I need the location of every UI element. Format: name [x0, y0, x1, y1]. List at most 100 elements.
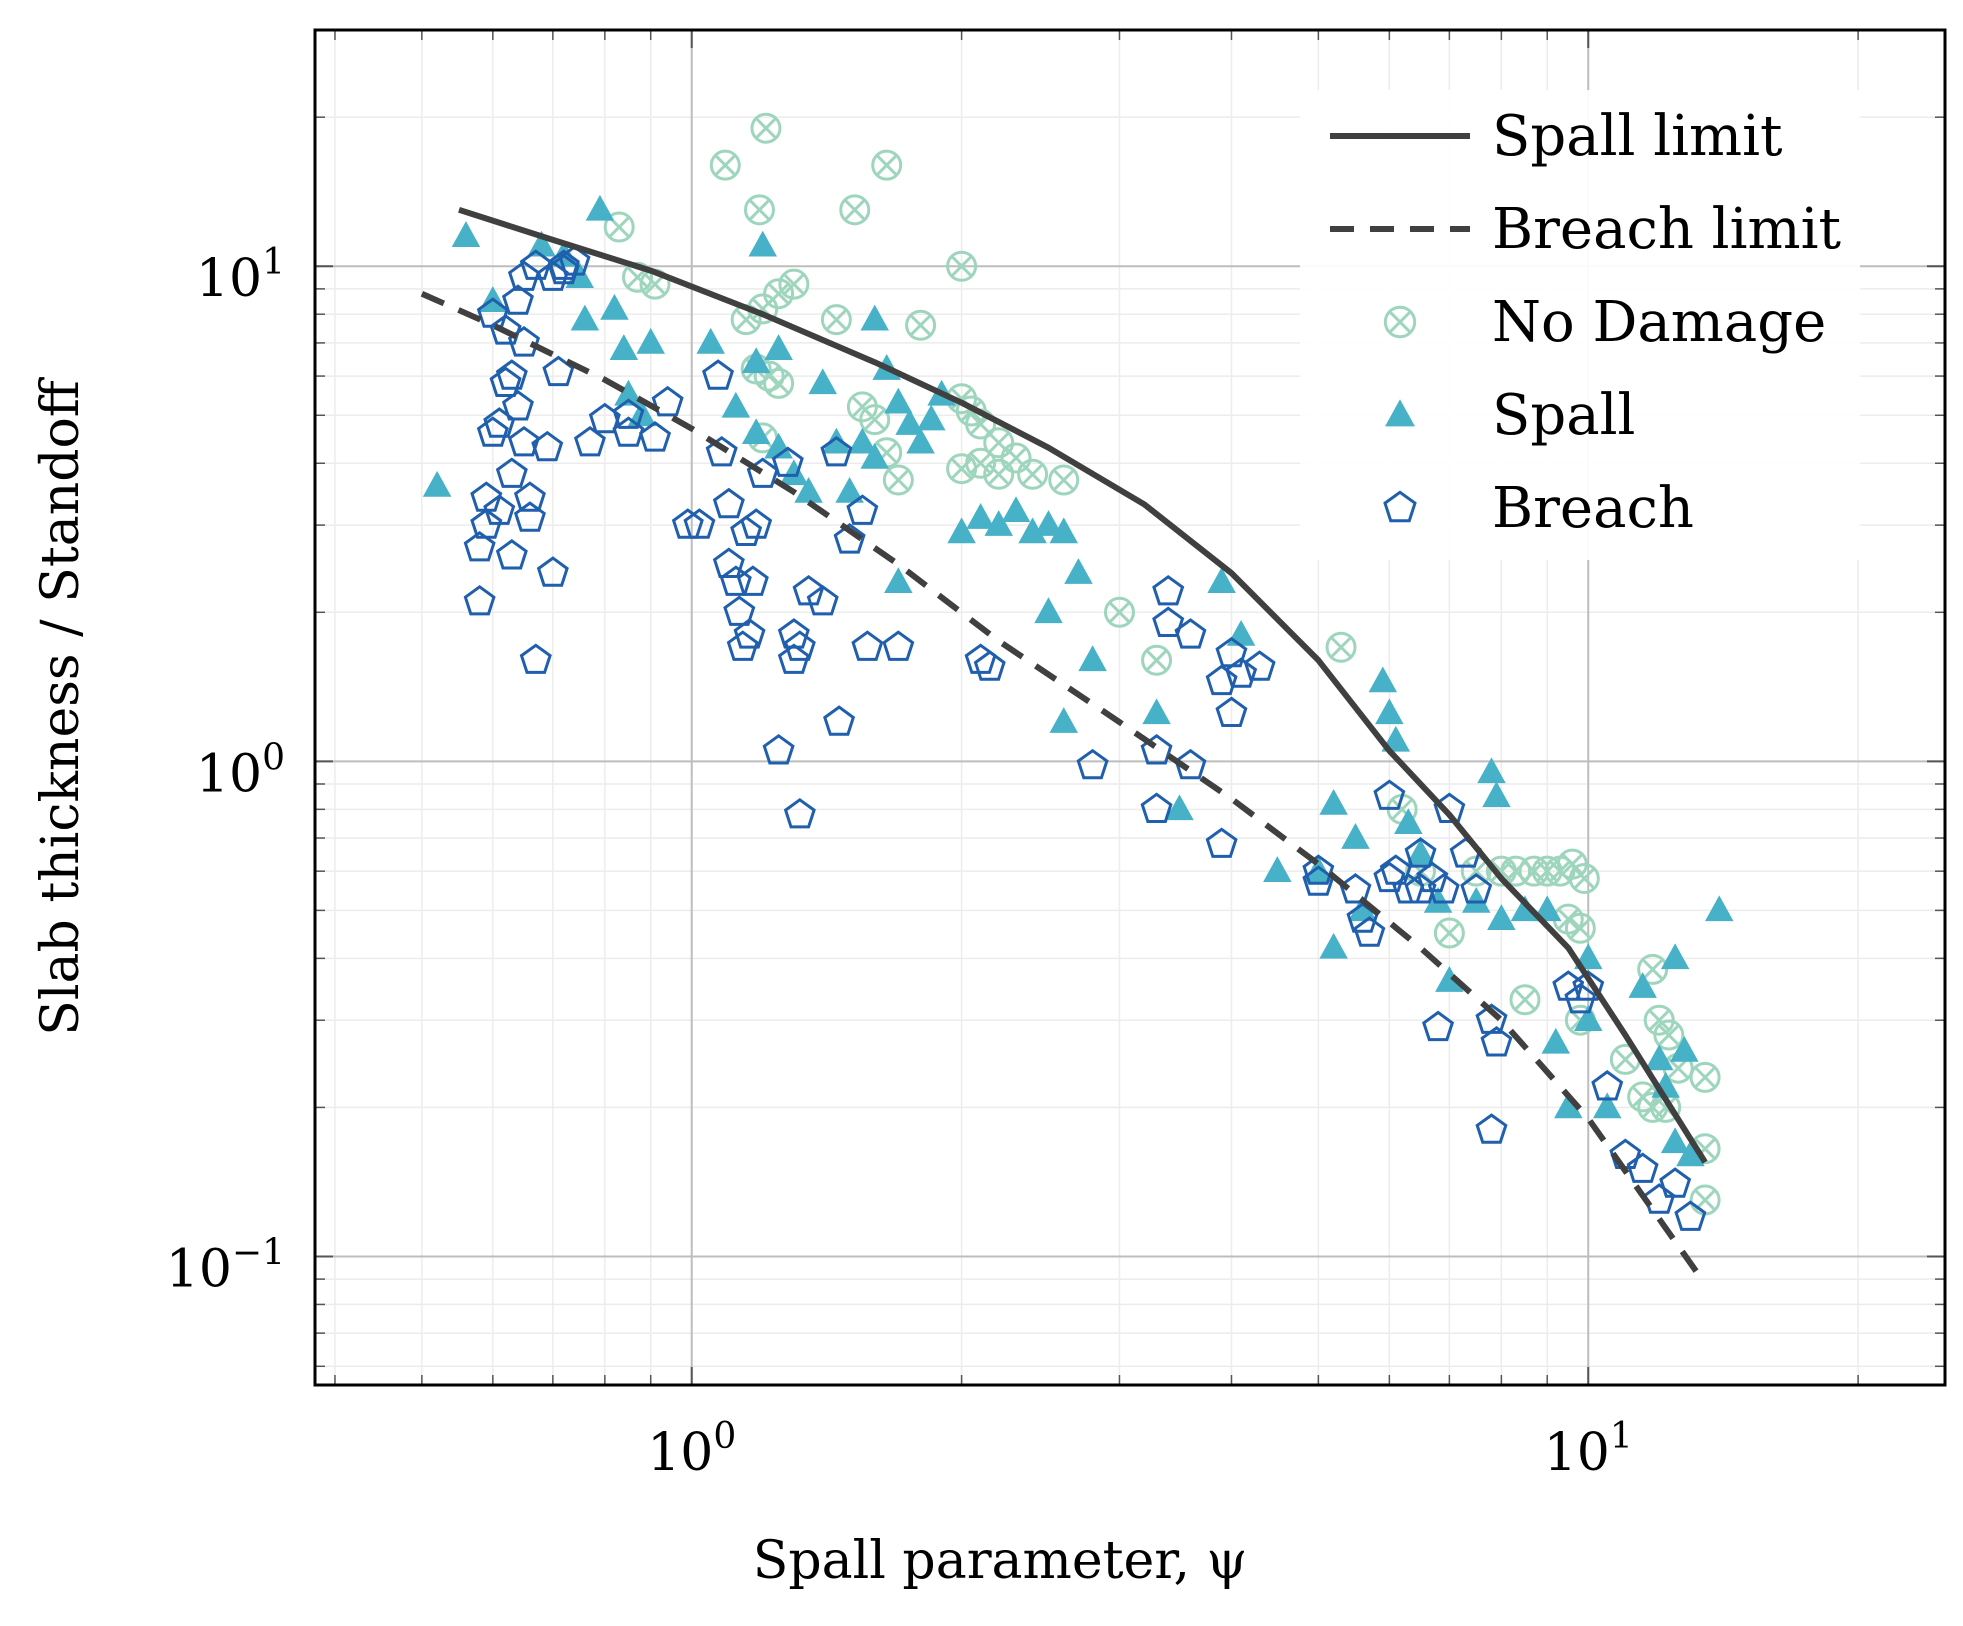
breach-point — [1659, 1167, 1692, 1198]
breach-point — [846, 494, 879, 525]
breach-point — [712, 487, 745, 519]
no-damage-point — [1653, 1019, 1685, 1051]
breach-point — [638, 421, 672, 452]
breach-point — [792, 574, 825, 606]
breach-point — [573, 425, 606, 457]
breach-point — [740, 508, 773, 539]
y-tick-label: 100 — [196, 737, 285, 804]
spall-point — [1001, 496, 1031, 523]
no-damage-point — [905, 309, 937, 341]
breach-point — [489, 314, 522, 345]
no-damage-marker-cross — [1022, 463, 1043, 485]
no-damage-point — [1637, 953, 1669, 985]
breach-point — [1480, 1026, 1513, 1057]
no-damage-marker-ring — [1103, 596, 1135, 628]
breach-point — [463, 530, 496, 562]
no-damage-marker-ring — [753, 360, 785, 392]
no-damage-marker-ring — [820, 304, 852, 336]
spall-point — [570, 304, 600, 331]
no-damage-marker-ring — [946, 250, 978, 282]
series-layer — [420, 112, 1734, 1286]
breach-point — [1591, 1070, 1624, 1101]
breach-point — [507, 425, 541, 457]
breach-point — [1626, 1152, 1659, 1183]
breach-point — [783, 797, 816, 829]
no-damage-marker-cross — [768, 283, 789, 305]
no-damage-marker-ring — [1433, 917, 1465, 949]
legend-label: Spall — [1492, 383, 1635, 448]
spall-point — [721, 391, 751, 418]
breach-point — [489, 366, 522, 397]
no-damage-marker-cross — [1667, 1057, 1689, 1079]
no-damage-marker-ring — [1568, 862, 1600, 894]
no-damage-marker-ring — [1000, 442, 1032, 474]
breach-point — [1302, 854, 1335, 885]
no-damage-marker-cross — [735, 309, 757, 330]
spall-limit-line — [458, 206, 1708, 1164]
spall-point — [741, 347, 771, 373]
no-damage-marker-cross — [1391, 799, 1413, 820]
breach-point — [651, 385, 684, 417]
breach-point — [1205, 827, 1238, 858]
no-damage-point — [709, 149, 741, 181]
no-damage-marker-cross — [608, 216, 630, 238]
no-damage-marker-cross — [1053, 469, 1075, 491]
no-damage-point — [1568, 862, 1600, 894]
breach-limit-line — [420, 290, 1708, 1286]
breach-point — [1427, 873, 1460, 904]
legend-label: Breach limit — [1492, 197, 1842, 262]
breach-point — [1140, 792, 1173, 823]
spall-point — [947, 517, 976, 544]
breach-point — [762, 733, 795, 765]
x-axis-label: Spall parameter, ψ — [753, 1531, 1248, 1591]
breach-point — [536, 556, 569, 587]
no-damage-marker-cross — [844, 199, 866, 221]
spall-point — [1644, 1044, 1674, 1071]
breach-point — [547, 249, 580, 280]
legend-label: Spall limit — [1492, 104, 1783, 169]
no-damage-marker-ring — [622, 261, 654, 293]
no-damage-marker-ring — [709, 149, 741, 181]
spall-point — [860, 442, 889, 469]
no-damage-marker-ring — [778, 268, 810, 300]
breach-point — [476, 416, 509, 447]
spall-point — [884, 387, 913, 414]
no-damage-marker-ring — [1689, 1061, 1721, 1093]
breach-point — [683, 508, 716, 539]
breach-point — [588, 402, 621, 434]
breach-point — [777, 618, 810, 649]
breach-point — [558, 245, 591, 276]
spall-point — [1660, 1127, 1690, 1154]
spall-point — [1676, 1140, 1705, 1167]
breach-point — [882, 630, 915, 661]
no-damage-marker-cross — [1514, 989, 1536, 1011]
spall-point — [822, 427, 851, 454]
breach-point — [1243, 650, 1276, 681]
no-damage-marker-cross — [1658, 1024, 1680, 1046]
spall-point — [1368, 666, 1398, 693]
no-damage-point — [1689, 1061, 1721, 1093]
breach-point — [1564, 982, 1597, 1014]
spall-point — [1049, 707, 1079, 733]
no-damage-marker-ring — [603, 211, 635, 243]
breach-point — [1373, 779, 1406, 810]
spall-point — [1628, 972, 1657, 998]
spall-point — [1510, 895, 1540, 922]
no-damage-marker-ring — [1325, 631, 1357, 663]
spall-point — [1541, 1027, 1571, 1054]
spall-point — [764, 334, 793, 360]
no-damage-marker-ring — [763, 367, 795, 399]
spall-point — [1263, 856, 1292, 882]
breach-point — [973, 650, 1006, 681]
breach-point — [519, 643, 552, 674]
no-damage-point — [763, 278, 795, 310]
spall-point — [808, 368, 837, 395]
no-damage-marker-cross — [970, 452, 991, 474]
spall-point — [906, 427, 935, 454]
breach-point — [1572, 970, 1605, 1001]
no-damage-marker-ring — [905, 309, 937, 341]
no-damage-point — [1103, 596, 1135, 628]
spall-point — [860, 304, 889, 331]
no-damage-marker-ring — [871, 149, 903, 181]
